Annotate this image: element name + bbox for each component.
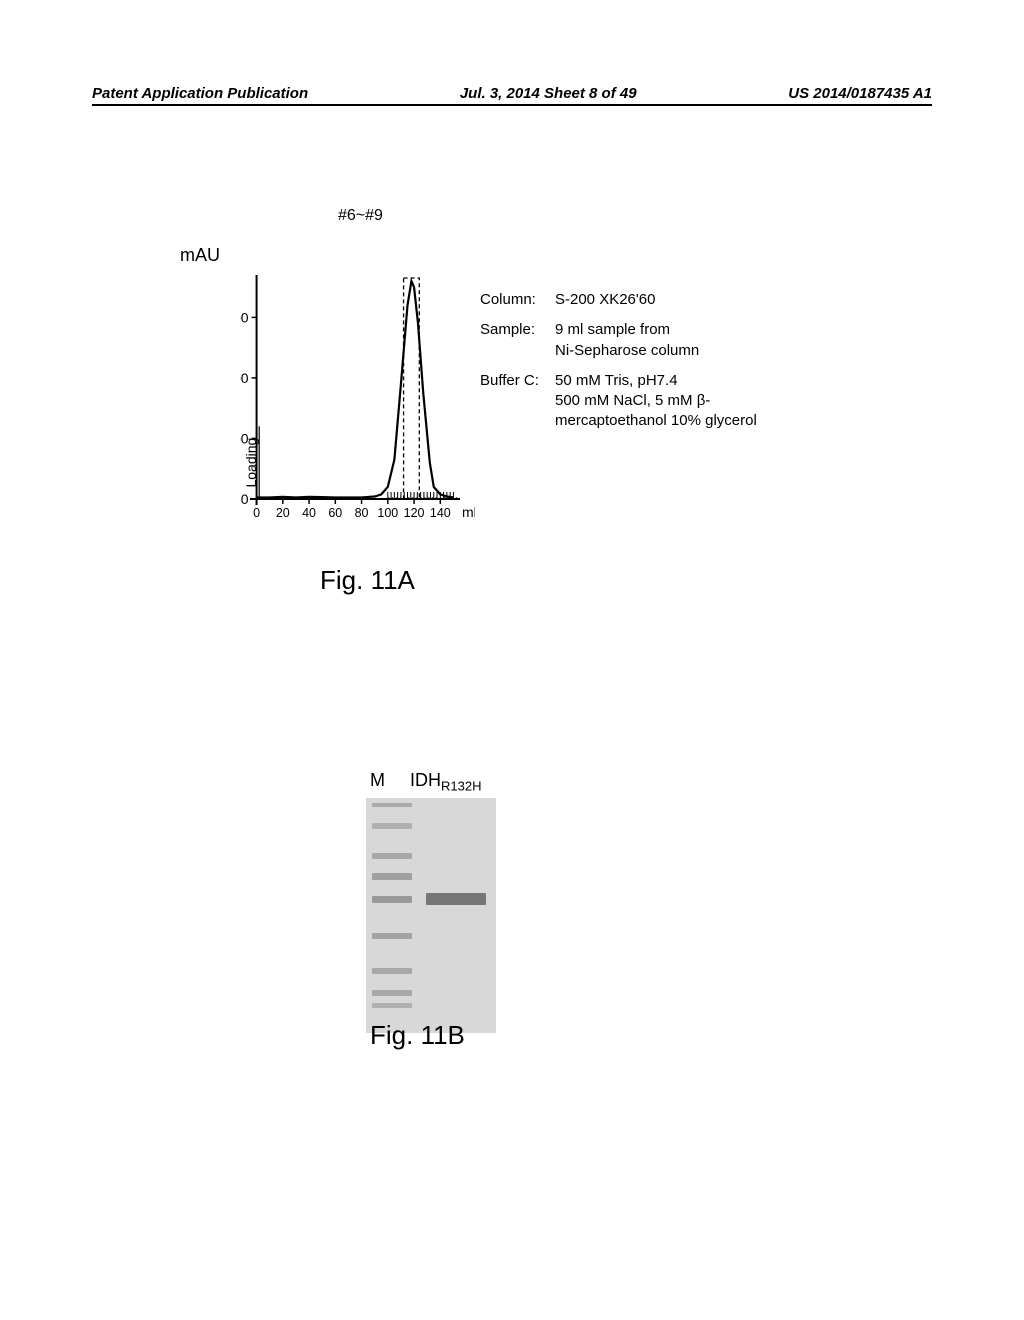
legend-key: Sample: [480,320,555,361]
legend-value: 50 mM Tris, pH7.4 500 mM NaCl, 5 mM β- m… [555,371,757,432]
figure-11a: mAU #6~#9 0200400600020406080100120140ml… [180,235,880,555]
legend-value: 9 ml sample from Ni-Sepharose column [555,320,699,361]
sample-lane-label: IDHR132H [410,770,481,794]
header-center: Jul. 3, 2014 Sheet 8 of 49 [460,85,637,102]
gel-band [372,853,412,859]
gel-band [372,896,412,903]
gel-band [372,873,412,880]
figure-11b: M IDHR132H [370,770,650,1033]
svg-text:400: 400 [240,370,249,386]
legend-key: Column: [480,290,555,310]
svg-text:600: 600 [240,309,249,325]
svg-text:20: 20 [276,506,290,520]
gel-band [426,893,486,905]
svg-text:ml: ml [462,504,475,520]
peak-label: #6~#9 [338,207,383,225]
gel-image [366,798,496,1033]
gel-band [372,990,412,996]
svg-text:Loading: Loading [243,438,259,488]
header-left: Patent Application Publication [92,85,308,102]
legend-row: Buffer C:50 mM Tris, pH7.4 500 mM NaCl, … [480,371,757,432]
header-right: US 2014/0187435 A1 [788,85,932,102]
marker-lane [372,798,412,1033]
svg-text:0: 0 [253,506,260,520]
gel-band [372,823,412,829]
sample-lane [426,798,486,1033]
svg-text:40: 40 [302,506,316,520]
gel-band [372,803,412,807]
gel-band [372,968,412,974]
marker-lane-label: M [370,770,410,794]
figure-11a-caption: Fig. 11A [320,565,415,596]
gel-lane-labels: M IDHR132H [370,770,650,794]
svg-text:100: 100 [377,506,398,520]
chart-legend: Column:S-200 XK26'60Sample:9 ml sample f… [480,290,757,442]
chart-svg: 0200400600020406080100120140mlLoading [240,270,475,535]
svg-text:120: 120 [404,506,425,520]
legend-row: Column:S-200 XK26'60 [480,290,757,310]
legend-key: Buffer C: [480,371,555,432]
page-header: Patent Application Publication Jul. 3, 2… [0,85,1024,106]
y-axis-label: mAU [180,245,220,266]
chromatogram-chart: mAU #6~#9 0200400600020406080100120140ml… [180,235,500,555]
svg-text:80: 80 [355,506,369,520]
legend-row: Sample:9 ml sample from Ni-Sepharose col… [480,320,757,361]
gel-band [372,933,412,939]
gel-band [372,1003,412,1008]
legend-value: S-200 XK26'60 [555,290,655,310]
svg-text:0: 0 [241,491,249,507]
svg-text:140: 140 [430,506,451,520]
figure-11b-caption: Fig. 11B [370,1020,465,1051]
svg-text:60: 60 [328,506,342,520]
